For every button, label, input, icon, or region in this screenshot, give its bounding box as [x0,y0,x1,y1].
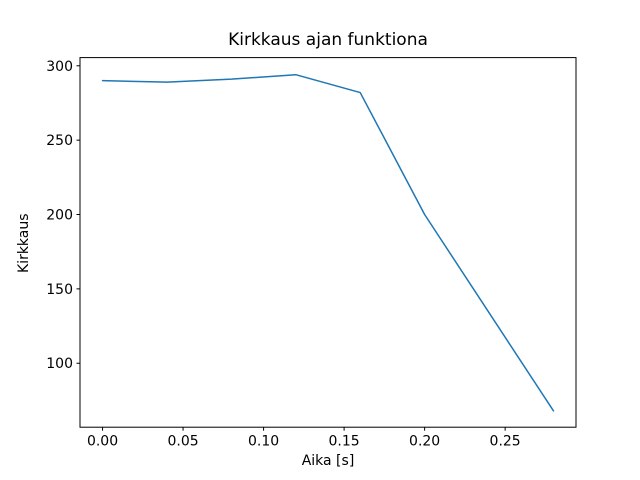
y-tick-label: 200 [46,208,73,224]
y-tick-label: 150 [46,282,73,298]
y-tick-label: 250 [46,133,73,149]
x-tick-label: 0.10 [248,434,279,450]
x-tick-label: 0.20 [409,434,440,450]
x-axis-label: Aika [s] [301,453,355,469]
x-tick-label: 0.05 [167,434,198,450]
y-tick-label: 300 [46,59,73,75]
y-tick-label: 100 [46,356,73,372]
x-tick-label: 0.00 [87,434,118,450]
chart-title: Kirkkaus ajan funktiona [228,30,428,50]
y-axis-label: Kirkkaus [16,213,32,273]
data-line [101,73,555,412]
x-tick-label: 0.15 [329,434,360,450]
plot-border [79,57,577,428]
x-tick-label: 0.25 [490,434,521,450]
